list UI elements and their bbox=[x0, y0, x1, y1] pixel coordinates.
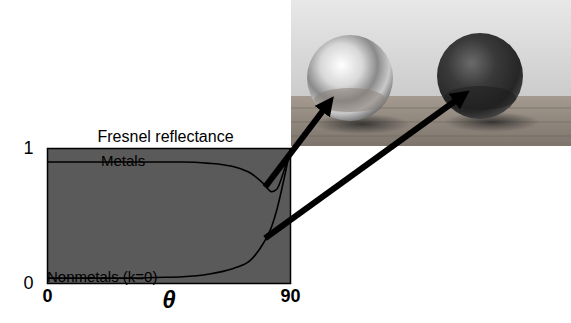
svg-text:1: 1 bbox=[23, 138, 33, 158]
svg-text:0: 0 bbox=[23, 273, 33, 293]
svg-text:0: 0 bbox=[42, 286, 52, 306]
svg-text:Nonmetals (k=0): Nonmetals (k=0) bbox=[47, 268, 157, 285]
svg-text:Metals: Metals bbox=[101, 152, 145, 169]
svg-text:Fresnel reflectance: Fresnel reflectance bbox=[98, 128, 234, 145]
svg-text:θ: θ bbox=[162, 286, 175, 313]
svg-text:90: 90 bbox=[280, 286, 300, 306]
